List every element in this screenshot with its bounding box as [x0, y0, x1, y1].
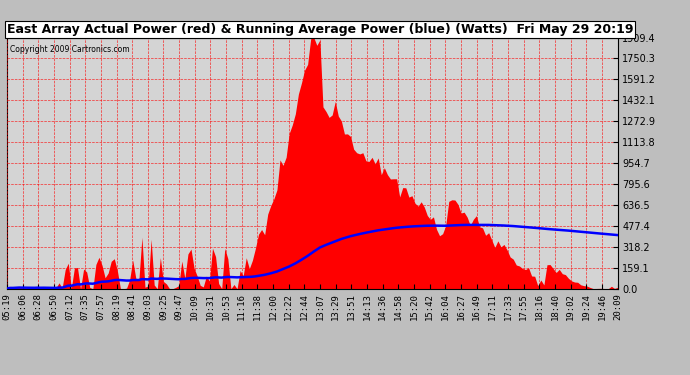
- Text: East Array Actual Power (red) & Running Average Power (blue) (Watts)  Fri May 29: East Array Actual Power (red) & Running …: [7, 23, 633, 36]
- Text: Copyright 2009 Cartronics.com: Copyright 2009 Cartronics.com: [10, 45, 130, 54]
